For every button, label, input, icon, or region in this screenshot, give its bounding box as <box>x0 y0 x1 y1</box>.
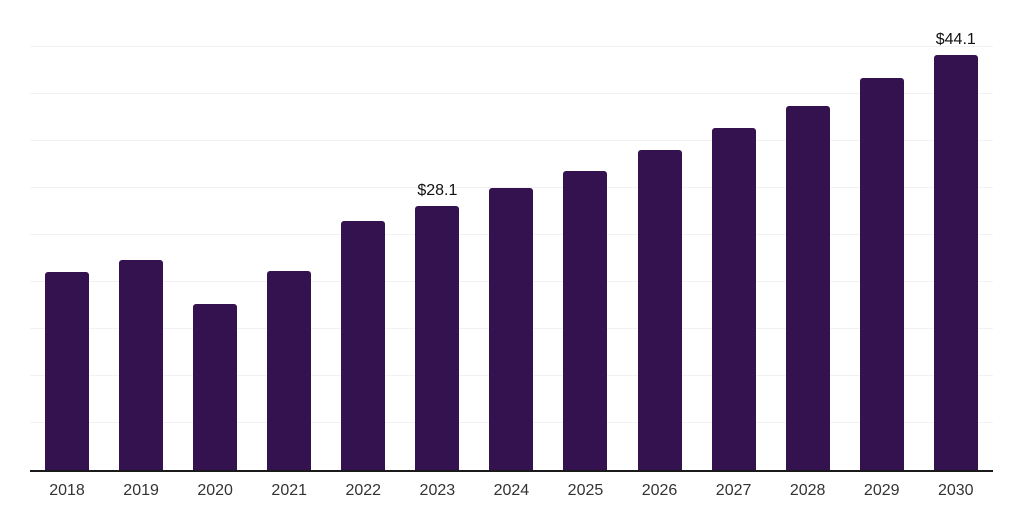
gridline <box>30 93 993 94</box>
gridline <box>30 140 993 141</box>
x-tick-2029: 2029 <box>863 482 900 499</box>
x-tick-2030: 2030 <box>937 482 974 499</box>
x-tick-2021: 2021 <box>271 482 308 499</box>
bar-2030: $44.1 <box>933 31 978 470</box>
plot-area: $28.1 $44.1 <box>30 0 993 472</box>
x-tick-2025: 2025 <box>567 482 604 499</box>
x-tick-2023: 2023 <box>419 482 456 499</box>
bar-2026 <box>637 150 682 470</box>
bar-2023: $28.1 <box>415 182 460 470</box>
x-tick-2019: 2019 <box>123 482 159 499</box>
bar-2018 <box>45 271 90 470</box>
bar-2024 <box>489 188 534 470</box>
x-tick-2022: 2022 <box>345 482 382 499</box>
x-tick-2018: 2018 <box>49 482 85 499</box>
gridline <box>30 46 993 47</box>
bar-2027 <box>711 127 756 470</box>
bar-2028 <box>785 106 830 470</box>
bars: $28.1 $44.1 <box>30 0 993 470</box>
bar-2025 <box>563 171 608 470</box>
bar-2029 <box>859 78 904 470</box>
bar-2021 <box>267 270 312 470</box>
gridline <box>30 187 993 188</box>
data-label-2030: $44.1 <box>935 31 976 49</box>
bar-2019 <box>119 260 164 470</box>
x-axis: 2018 2019 2020 2021 2022 2023 2024 2025 2026 2027… <box>30 482 993 500</box>
data-label-2023: $28.1 <box>417 181 458 199</box>
x-tick-2028: 2028 <box>789 482 826 499</box>
x-tick-2026: 2026 <box>641 482 678 499</box>
x-tick-2027: 2027 <box>715 482 752 499</box>
bar-2022 <box>341 220 386 470</box>
bar-2020 <box>193 303 238 470</box>
x-tick-2024: 2024 <box>493 482 530 499</box>
x-tick-2020: 2020 <box>197 482 233 499</box>
